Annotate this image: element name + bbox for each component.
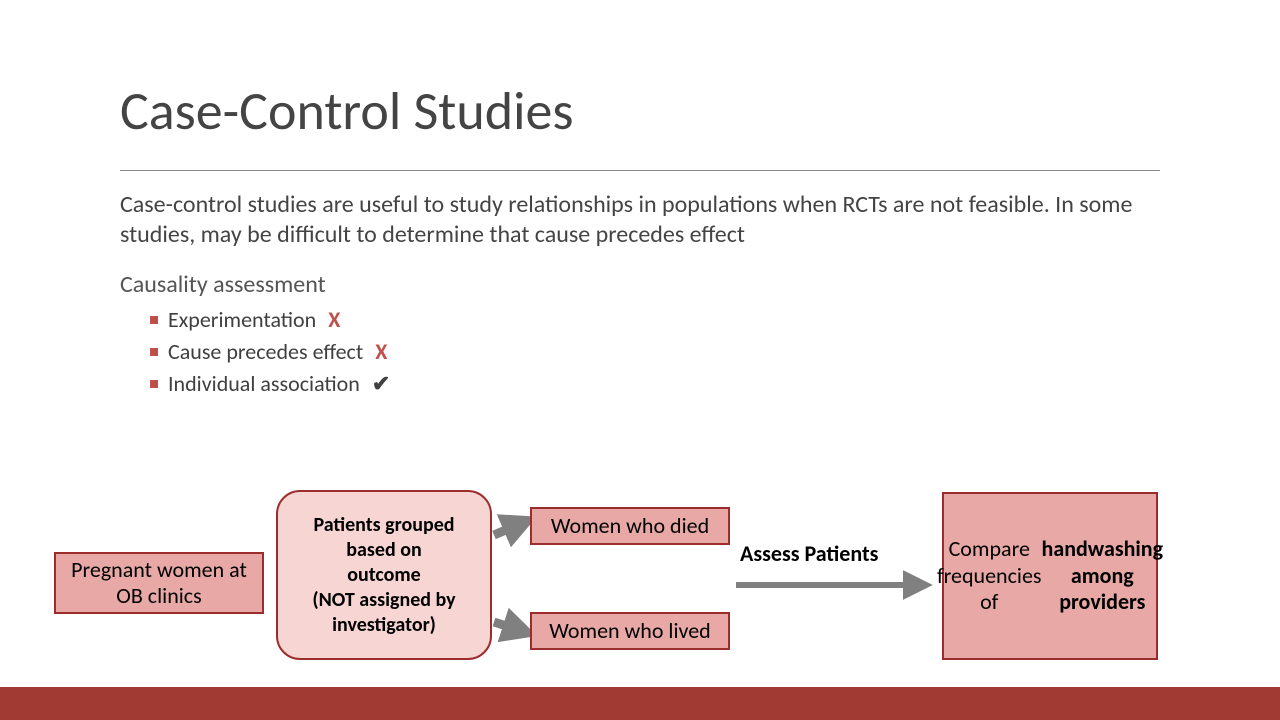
node-pregnant-women: Pregnant women at OB clinics	[54, 552, 264, 614]
node-patients-grouped: Patients groupedbased onoutcome(NOT assi…	[276, 490, 492, 660]
node-women-died: Women who died	[530, 507, 730, 545]
node-women-lived: Women who lived	[530, 612, 730, 650]
flowchart: Pregnant women at OB clinics Patients gr…	[0, 0, 1280, 720]
arrow-to-lived	[494, 622, 522, 631]
footer-bar	[0, 687, 1280, 720]
label-assess-patients: Assess Patients	[740, 540, 878, 567]
node-compare-frequencies: Comparefrequencies ofhandwashingamongpro…	[942, 492, 1158, 660]
slide: Case-Control Studies Case-control studie…	[0, 0, 1280, 720]
arrow-to-died	[494, 523, 522, 535]
